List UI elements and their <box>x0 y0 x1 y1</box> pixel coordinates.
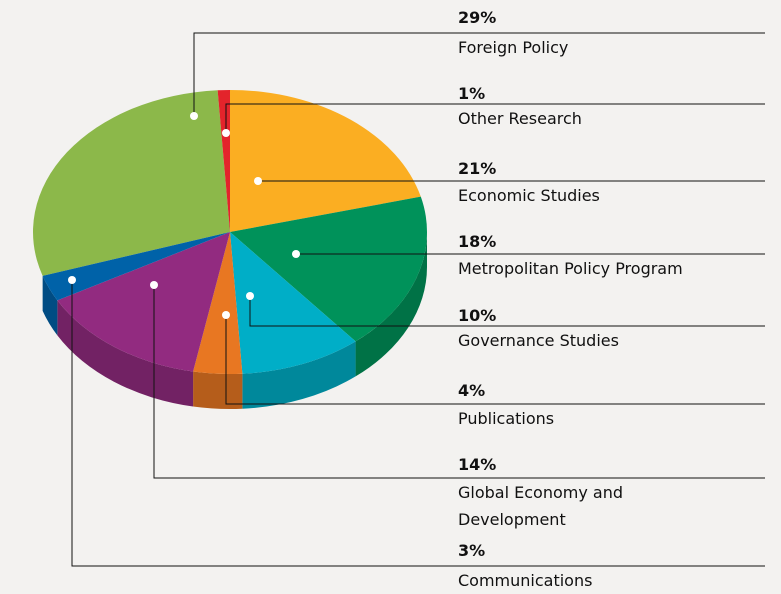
leader-dot <box>150 281 158 289</box>
slice-side <box>57 300 194 407</box>
value-label: 1% <box>458 84 486 103</box>
legend-label: Economic Studies <box>458 186 600 205</box>
leader-dot <box>222 129 230 137</box>
leader-dot <box>246 292 254 300</box>
leader-line <box>193 32 765 116</box>
slice <box>57 232 230 372</box>
slice <box>193 232 243 374</box>
leader-dot <box>254 177 262 185</box>
value-label: 14% <box>458 455 497 474</box>
leader-line <box>225 103 765 133</box>
legend-label: Metropolitan Policy Program <box>458 259 683 278</box>
leader-dot <box>292 250 300 258</box>
slice <box>217 90 230 232</box>
slice-side <box>42 275 58 336</box>
leader-line <box>249 296 765 327</box>
slice <box>230 90 421 232</box>
slice-side <box>355 232 427 377</box>
value-label: 4% <box>458 381 486 400</box>
leader-dot <box>68 276 76 284</box>
slice <box>42 232 231 301</box>
slice <box>230 196 427 342</box>
leader-line <box>225 315 765 405</box>
legend-label: Other Research <box>458 109 582 128</box>
legend-label: Governance Studies <box>458 331 619 350</box>
value-label: 3% <box>458 541 486 560</box>
legend-label: Global Economy and Development <box>458 483 623 529</box>
value-label: 21% <box>458 159 497 178</box>
leader-dot <box>190 112 198 120</box>
legend-label: Communications <box>458 571 593 590</box>
value-label: 29% <box>458 8 497 27</box>
leader-dot <box>222 311 230 319</box>
legend-label: Foreign Policy <box>458 38 569 57</box>
value-label: 18% <box>458 232 497 251</box>
legend-label: Publications <box>458 409 555 428</box>
value-label: 10% <box>458 306 497 325</box>
slice-side <box>242 341 356 409</box>
slice <box>230 232 356 374</box>
slice <box>33 90 231 276</box>
leader-line <box>153 285 765 479</box>
leader-line <box>71 280 765 567</box>
slice-side <box>193 371 243 409</box>
